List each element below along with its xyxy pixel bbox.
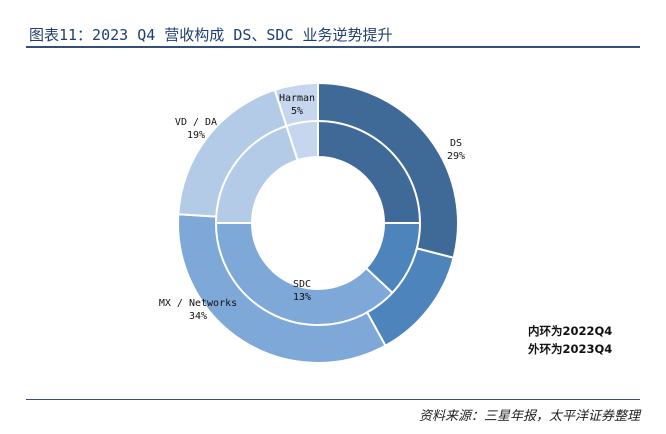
outer-ring-note: 外环为2023Q4 bbox=[528, 342, 613, 356]
slice-label-sdc: SDC bbox=[293, 279, 311, 290]
outer-slice-mx-networks bbox=[177, 213, 387, 364]
title-bar: 图表11：2023 Q4 营收构成 DS、SDC 业务逆势提升 bbox=[0, 0, 666, 46]
slice-label-harman: Harman bbox=[279, 93, 315, 104]
slice-value-mx-networks: 34% bbox=[189, 311, 207, 322]
footer-divider bbox=[26, 399, 640, 400]
slice-label-mx-networks: MX / Networks bbox=[159, 298, 237, 309]
title-divider bbox=[26, 46, 640, 48]
ring-legend: 内环为2022Q4 外环为2023Q4 bbox=[528, 322, 612, 358]
slice-value-harman: 5% bbox=[291, 106, 303, 117]
slice-label-ds: DS bbox=[450, 138, 462, 149]
outer-slice-harman bbox=[273, 81, 319, 128]
slice-value-vd-da: 19% bbox=[187, 130, 205, 141]
slice-value-ds: 29% bbox=[447, 151, 465, 162]
slice-label-vd-da: VD / DA bbox=[175, 117, 217, 128]
slice-value-sdc: 13% bbox=[293, 292, 311, 303]
source-note: 资料来源：三星年报，太平洋证券整理 bbox=[418, 409, 640, 424]
chart-title: 图表11：2023 Q4 营收构成 DS、SDC 业务逆势提升 bbox=[29, 26, 393, 44]
inner-ring-note: 内环为2022Q4 bbox=[528, 324, 613, 338]
